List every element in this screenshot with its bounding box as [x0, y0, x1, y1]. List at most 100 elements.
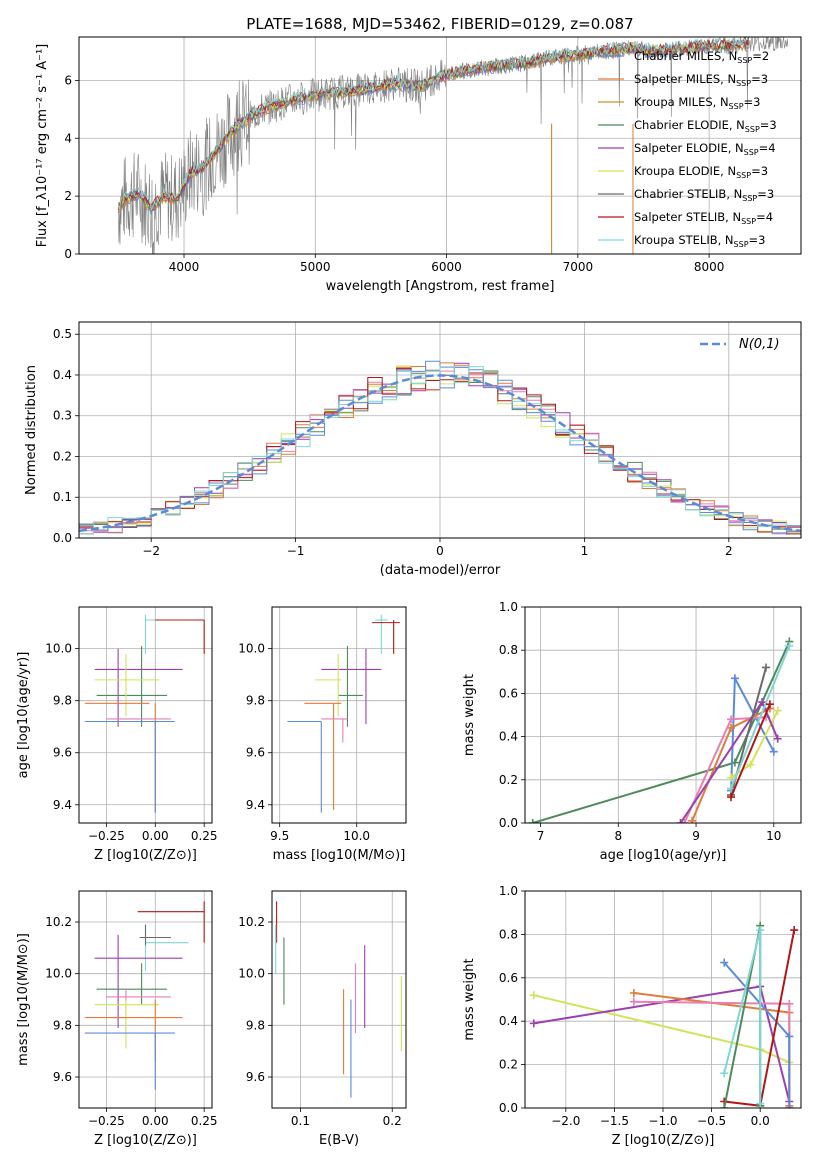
z_age-panel: −0.25 0.00 0.25 9.4 9.6 9.8 10.0 Z [log10(Z/Z⊙)…	[16, 606, 218, 863]
y-tick-label: 6	[64, 73, 72, 87]
y-tick-label: 0	[64, 247, 72, 261]
ebv_mass-plot-area	[275, 901, 402, 1098]
y-tick-label: 0.2	[499, 1058, 518, 1072]
x-tick-label: 0.00	[142, 1114, 169, 1128]
age_weight-plot-area	[528, 637, 794, 823]
y-tick-label: 4	[64, 131, 72, 145]
series-marker-chabrier_miles	[785, 1104, 794, 1108]
x-tick-label: 0.1	[291, 1114, 310, 1128]
series-marker-chabrier_elodie	[720, 1104, 729, 1108]
series-marker-kroupa_stelib	[720, 1069, 729, 1078]
y-tick-label: 0.6	[499, 971, 518, 985]
series-marker-kroupa_elodie	[773, 706, 782, 715]
x-tick-label: 5000	[300, 260, 331, 274]
spectrum-plot-area	[117, 37, 789, 254]
series-marker-chabrier_elodie	[528, 819, 537, 823]
axes-frame	[78, 890, 213, 1109]
y-tick-label: 0.2	[499, 773, 518, 787]
series-marker-salpeter_elodie	[758, 698, 767, 707]
residuals-plot-area	[79, 360, 801, 535]
x-tick-label: 7	[537, 829, 545, 843]
series-line-kroupa_elodie	[533, 994, 790, 1064]
y-tick-label: 0.4	[499, 730, 518, 744]
legend-label: Salpeter ELODIE, NSSP=4	[634, 141, 776, 157]
series-marker-kroupa_elodie	[727, 773, 736, 782]
axes-frame	[524, 606, 802, 824]
y-axis-label: mass weight	[462, 958, 477, 1040]
y-tick-label: 9.6	[53, 1070, 72, 1084]
x-tick-label: 6000	[431, 260, 462, 274]
x-tick-label: 7000	[563, 260, 594, 274]
y-tick-label: 0.8	[499, 927, 518, 941]
x-tick-label: 0	[436, 544, 444, 558]
x-axis-label: mass [log10(M/M⊙)]	[273, 848, 406, 863]
x-tick-label: −0.25	[88, 1114, 125, 1128]
series-marker-kroupa_stelib	[756, 926, 765, 935]
model-spectrum-kroupa_stelib	[118, 37, 749, 211]
series-marker-kroupa_stelib	[785, 641, 794, 650]
y-tick-label: 0.0	[499, 816, 518, 830]
x-axis-label: (data-model)/error	[380, 563, 501, 578]
y-axis-label: Normed distribution	[24, 365, 39, 495]
ebv_mass-panel: 0.1 0.2 9.6 9.8 10.0 10.2 E(B-V)	[238, 890, 407, 1148]
x-axis-label: Z [log10(Z/Z⊙)]	[612, 1133, 715, 1148]
y-tick-label: 10.0	[45, 967, 72, 981]
x-tick-label: −1.5	[600, 1114, 629, 1128]
z_weight-plot-area	[529, 921, 799, 1108]
series-marker-pink	[629, 997, 638, 1006]
x-tick-label: −1.0	[648, 1114, 677, 1128]
y-tick-label: 9.6	[53, 746, 72, 760]
axes-frame	[78, 321, 802, 539]
y-tick-label: 9.8	[53, 1018, 72, 1032]
figure-title: PLATE=1688, MJD=53462, FIBERID=0129, z=0…	[246, 15, 633, 33]
x-tick-label: −1	[287, 544, 305, 558]
series-marker-kroupa_elodie	[746, 760, 755, 769]
y-tick-label: 9.8	[246, 694, 265, 708]
y-tick-label: 9.4	[53, 798, 72, 812]
series-marker-salpeter_elodie	[773, 734, 782, 743]
legend-label: Chabrier ELODIE, NSSP=3	[634, 118, 777, 134]
legend-label: Chabrier STELIB, NSSP=3	[634, 187, 774, 203]
series-marker-salpeter_elodie	[529, 1019, 538, 1028]
axes-frame	[78, 36, 802, 255]
x-axis-label: age [log10(age/yr)]	[600, 848, 727, 863]
x-tick-label: 8000	[694, 260, 725, 274]
legend-label: Chabrier MILES, NSSP=2	[634, 49, 769, 65]
series-marker-salpeter_stelib	[765, 700, 774, 709]
x-axis-label: wavelength [Angstrom, rest frame]	[326, 279, 555, 294]
x-tick-label: 9	[692, 829, 700, 843]
series-marker-chabrier_miles	[769, 747, 778, 756]
series-marker-kroupa_elodie	[529, 991, 538, 1000]
x-tick-label: 0.2	[383, 1114, 402, 1128]
y-tick-label: 10.0	[238, 642, 265, 656]
y-tick-label: 10.0	[238, 967, 265, 981]
x-tick-label: 2	[725, 544, 733, 558]
y-tick-label: 0.8	[499, 643, 518, 657]
y-axis-label: Flux [f_λ10⁻¹⁷ erg cm⁻² s⁻¹ A⁻¹]	[35, 44, 50, 248]
mass_age-panel: 9.5 10.0 9.4 9.6 9.8 10.0 mass [log10(M/M⊙)]	[238, 606, 407, 863]
mass_age-plot-area	[287, 614, 400, 813]
series-marker-kroupa_stelib	[756, 1099, 765, 1108]
x-tick-label: 10.0	[343, 829, 370, 843]
series-marker-chabrier_miles	[730, 674, 739, 683]
z_age-plot-area	[84, 614, 205, 813]
x-tick-label: 0.00	[142, 829, 169, 843]
y-tick-label: 0.6	[499, 686, 518, 700]
x-tick-label: −2	[142, 544, 160, 558]
series-marker-pink	[727, 715, 736, 724]
x-tick-label: 1	[581, 544, 589, 558]
x-tick-label: 0.0	[751, 1114, 770, 1128]
residuals-panel: −2 −1 0 1 2 0.0 0.1 0.2 0.3 0.4 0.5 (data-model)/er…	[24, 321, 802, 578]
x-axis-label: E(B-V)	[319, 1133, 359, 1148]
age_weight-panel: 7 8 9 10 0.0 0.2 0.4 0.6 0.8 1.0 age [log10(age/yr…	[462, 600, 802, 863]
histogram-kroupa_stelib	[79, 366, 801, 535]
y-tick-label: 0.2	[53, 449, 72, 463]
x-tick-label: −2.0	[551, 1114, 580, 1128]
x-tick-label: 10	[766, 829, 781, 843]
y-tick-label: 9.4	[246, 798, 265, 812]
y-tick-label: 10.0	[45, 642, 72, 656]
legend-label: Kroupa ELODIE, NSSP=3	[634, 164, 768, 180]
y-tick-label: 0.0	[53, 531, 72, 545]
series-marker-salpeter_elodie	[676, 819, 685, 823]
